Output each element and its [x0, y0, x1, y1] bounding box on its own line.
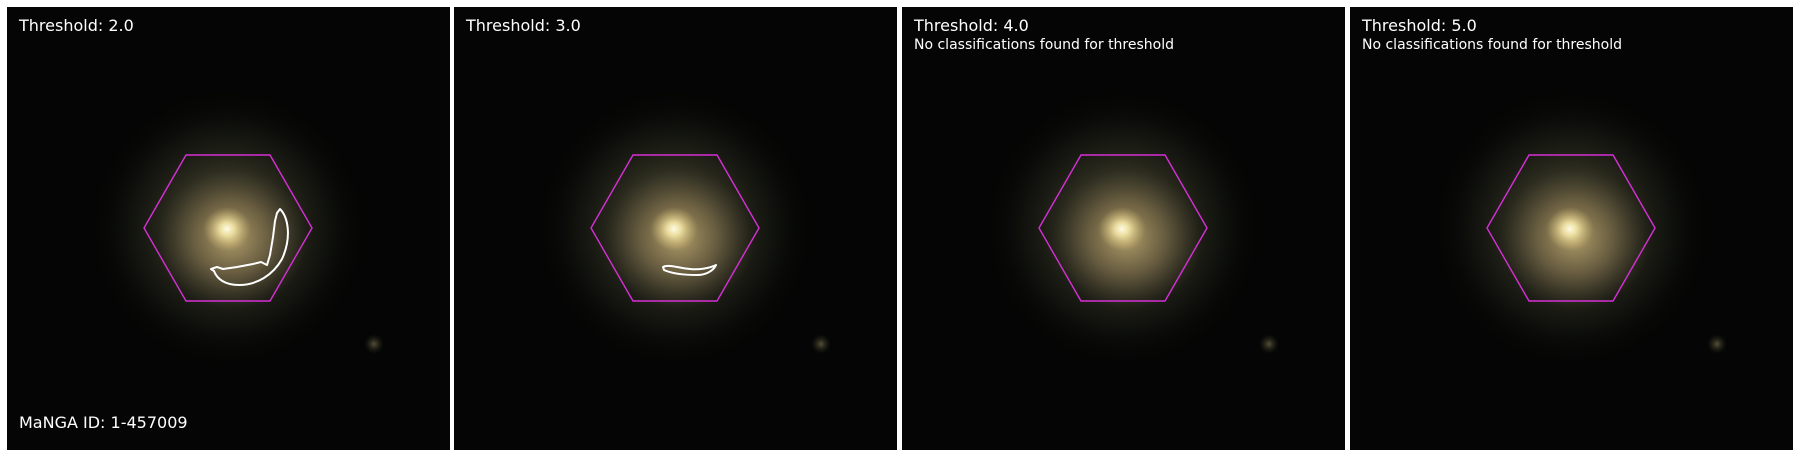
- classification-contour: [662, 264, 717, 276]
- galaxy-panel-threshold-3: Threshold: 3.0: [454, 7, 897, 450]
- threshold-label: Threshold: 4.0: [914, 16, 1029, 35]
- galaxy-panel-threshold-4: Threshold: 4.0 No classifications found …: [902, 7, 1345, 450]
- threshold-label: Threshold: 5.0: [1362, 16, 1477, 35]
- no-classification-note: No classifications found for threshold: [914, 37, 1174, 53]
- manga-id-label: MaNGA ID: 1-457009: [19, 413, 188, 432]
- galaxy-panel-threshold-2: Threshold: 2.0 MaNGA ID: 1-457009: [7, 7, 450, 450]
- manga-ifu-hexagon: [1038, 154, 1208, 302]
- no-classification-note: No classifications found for threshold: [1362, 37, 1622, 53]
- galaxy-panel-threshold-5: Threshold: 5.0 No classifications found …: [1350, 7, 1793, 450]
- galaxy-image: [902, 7, 1345, 450]
- galaxy-image: [1350, 7, 1793, 450]
- threshold-label: Threshold: 3.0: [466, 16, 581, 35]
- classification-contour: [210, 208, 289, 286]
- manga-ifu-hexagon: [590, 154, 760, 302]
- galaxy-image: [7, 7, 450, 450]
- galaxy-image: [454, 7, 897, 450]
- threshold-label: Threshold: 2.0: [19, 16, 134, 35]
- manga-ifu-hexagon: [1486, 154, 1656, 302]
- manga-ifu-hexagon: [143, 154, 313, 302]
